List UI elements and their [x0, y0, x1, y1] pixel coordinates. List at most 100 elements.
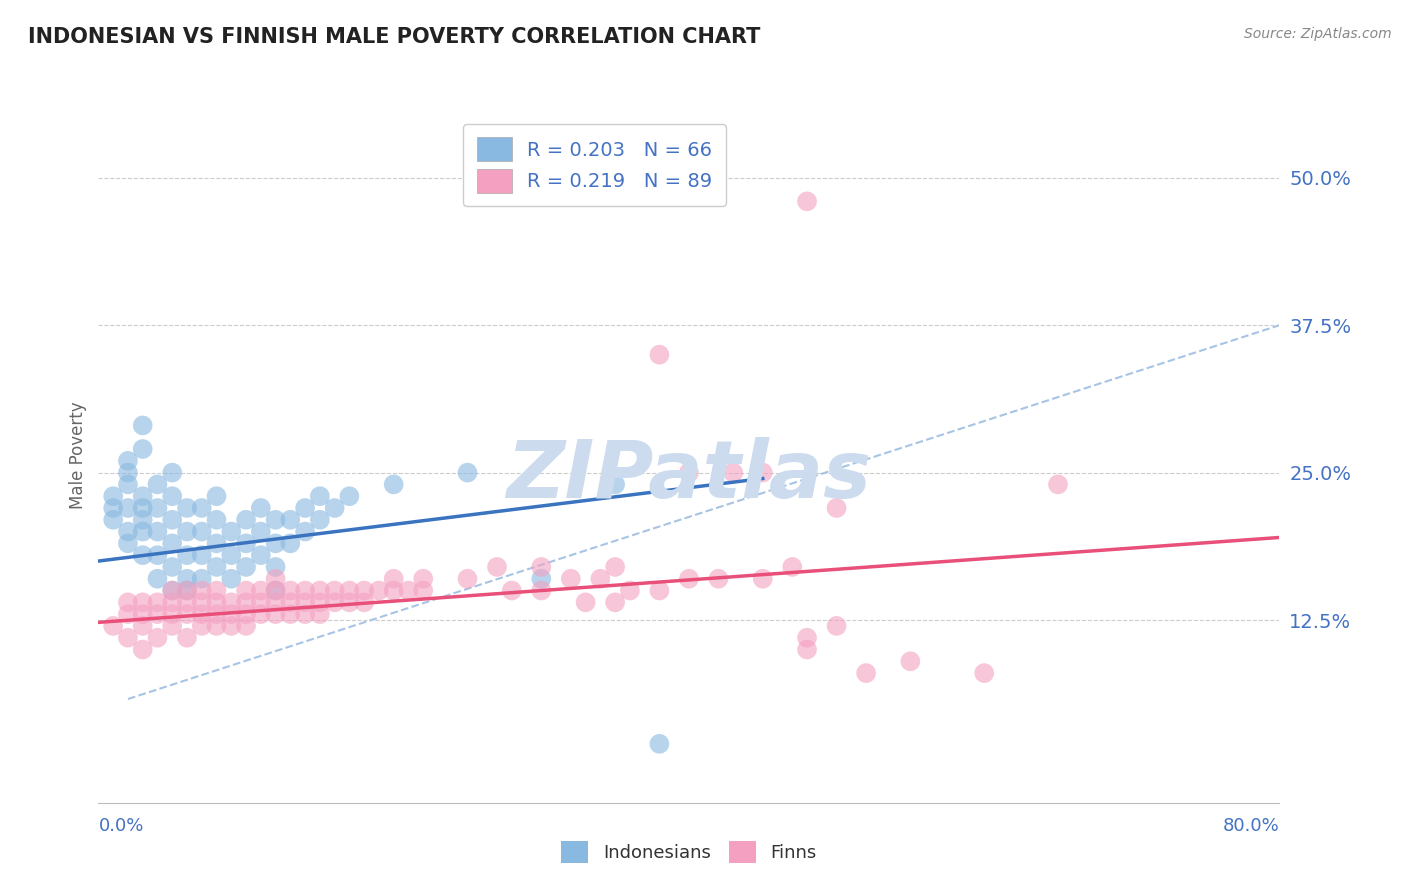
Point: [132, 619, 155, 633]
Point: [235, 583, 257, 598]
Point: [323, 595, 346, 609]
Point: [146, 572, 169, 586]
Point: [382, 477, 405, 491]
Point: [132, 500, 155, 515]
Point: [191, 595, 214, 609]
Point: [825, 500, 848, 515]
Point: [278, 513, 302, 527]
Point: [205, 489, 228, 503]
Point: [605, 560, 627, 574]
Point: [146, 548, 169, 562]
Text: ZIPatlas: ZIPatlas: [506, 437, 872, 515]
Point: [219, 572, 242, 586]
Point: [368, 583, 391, 598]
Point: [264, 572, 287, 586]
Point: [205, 595, 228, 609]
Point: [678, 572, 700, 586]
Point: [323, 583, 346, 598]
Point: [973, 666, 995, 681]
Point: [782, 560, 804, 574]
Point: [176, 607, 198, 621]
Point: [235, 536, 257, 550]
Point: [146, 524, 169, 539]
Point: [574, 595, 596, 609]
Point: [205, 536, 228, 550]
Point: [219, 607, 242, 621]
Point: [589, 572, 612, 586]
Point: [353, 583, 375, 598]
Point: [707, 572, 730, 586]
Point: [486, 560, 509, 574]
Point: [162, 583, 183, 598]
Point: [264, 583, 287, 598]
Point: [205, 607, 228, 621]
Point: [309, 489, 332, 503]
Point: [162, 489, 183, 503]
Point: [176, 631, 198, 645]
Point: [176, 583, 198, 598]
Point: [796, 642, 818, 657]
Point: [530, 560, 553, 574]
Point: [855, 666, 877, 681]
Point: [176, 548, 198, 562]
Point: [309, 513, 332, 527]
Point: [751, 466, 773, 480]
Point: [309, 607, 332, 621]
Point: [219, 619, 242, 633]
Point: [530, 572, 553, 586]
Point: [146, 607, 169, 621]
Point: [235, 595, 257, 609]
Text: INDONESIAN VS FINNISH MALE POVERTY CORRELATION CHART: INDONESIAN VS FINNISH MALE POVERTY CORRE…: [28, 27, 761, 46]
Point: [796, 631, 818, 645]
Point: [146, 500, 169, 515]
Point: [205, 619, 228, 633]
Point: [162, 560, 183, 574]
Point: [1046, 477, 1069, 491]
Point: [264, 595, 287, 609]
Point: [294, 595, 316, 609]
Point: [162, 619, 183, 633]
Point: [900, 654, 922, 668]
Point: [250, 500, 273, 515]
Point: [412, 583, 434, 598]
Point: [382, 572, 405, 586]
Point: [294, 607, 316, 621]
Point: [219, 548, 242, 562]
Point: [294, 524, 316, 539]
Point: [250, 524, 273, 539]
Point: [294, 500, 316, 515]
Point: [117, 631, 139, 645]
Point: [560, 572, 582, 586]
Point: [412, 572, 434, 586]
Point: [176, 595, 198, 609]
Point: [323, 500, 346, 515]
Point: [796, 194, 818, 209]
Point: [191, 583, 214, 598]
Point: [146, 477, 169, 491]
Point: [278, 583, 302, 598]
Point: [264, 513, 287, 527]
Point: [162, 513, 183, 527]
Point: [337, 583, 360, 598]
Point: [219, 595, 242, 609]
Point: [751, 572, 773, 586]
Point: [132, 524, 155, 539]
Legend: R = 0.203   N = 66, R = 0.219   N = 89: R = 0.203 N = 66, R = 0.219 N = 89: [463, 124, 725, 206]
Point: [278, 536, 302, 550]
Point: [132, 442, 155, 456]
Point: [205, 513, 228, 527]
Point: [309, 583, 332, 598]
Point: [117, 607, 139, 621]
Point: [648, 348, 671, 362]
Point: [117, 500, 139, 515]
Point: [103, 489, 125, 503]
Point: [337, 489, 360, 503]
Point: [235, 607, 257, 621]
Text: Source: ZipAtlas.com: Source: ZipAtlas.com: [1244, 27, 1392, 41]
Point: [382, 583, 405, 598]
Point: [191, 500, 214, 515]
Point: [337, 595, 360, 609]
Point: [721, 466, 744, 480]
Point: [132, 595, 155, 609]
Point: [396, 583, 419, 598]
